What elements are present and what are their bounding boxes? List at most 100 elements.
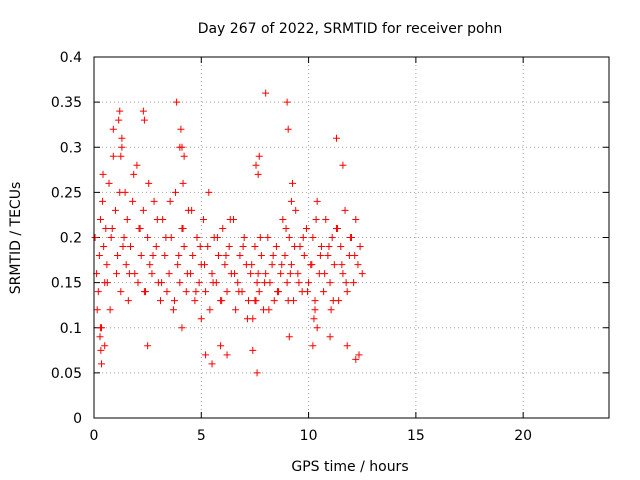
- data-point: [97, 346, 105, 354]
- data-point: [350, 279, 358, 287]
- data-point: [94, 288, 102, 296]
- data-point: [118, 143, 126, 151]
- data-point: [245, 297, 252, 305]
- data-point: [176, 279, 184, 287]
- data-point: [179, 224, 187, 232]
- x-tick-label: 20: [514, 428, 532, 444]
- data-point: [122, 261, 130, 269]
- y-tick-label: 0.25: [51, 185, 82, 201]
- data-point: [254, 170, 262, 178]
- data-point: [204, 243, 212, 251]
- data-point: [304, 288, 312, 296]
- data-point: [226, 215, 234, 223]
- data-point: [99, 197, 107, 205]
- data-point: [101, 342, 109, 350]
- data-point: [145, 179, 153, 187]
- data-point: [202, 288, 210, 296]
- data-point: [208, 360, 216, 368]
- data-point: [91, 234, 99, 241]
- data-point: [286, 270, 294, 278]
- data-point: [272, 243, 280, 251]
- data-point: [208, 270, 216, 278]
- y-tick-label: 0.05: [51, 366, 82, 382]
- data-point: [157, 297, 165, 305]
- data-point: [312, 215, 320, 223]
- x-tick-label: 10: [300, 428, 318, 444]
- data-point: [180, 152, 188, 160]
- data-point: [222, 252, 230, 260]
- data-point: [281, 252, 289, 260]
- data-point: [139, 206, 147, 214]
- data-point: [326, 279, 334, 287]
- data-point: [114, 252, 122, 260]
- data-point: [355, 351, 363, 359]
- data-point: [328, 234, 336, 241]
- data-point: [337, 243, 345, 251]
- data-point: [102, 224, 110, 232]
- data-point: [253, 369, 261, 377]
- data-point: [285, 234, 293, 241]
- data-point: [295, 279, 303, 287]
- data-point: [170, 297, 178, 305]
- data-point: [116, 107, 124, 115]
- data-point: [153, 215, 161, 223]
- data-point: [125, 270, 133, 278]
- data-point: [273, 288, 281, 296]
- data-point: [165, 270, 173, 278]
- data-point: [309, 342, 317, 350]
- data-point: [146, 261, 154, 269]
- data-point: [270, 297, 278, 305]
- data-point: [342, 279, 350, 287]
- data-point: [311, 306, 319, 314]
- data-point: [313, 324, 321, 332]
- data-point: [218, 297, 226, 305]
- data-point: [130, 170, 138, 178]
- data-point: [144, 342, 152, 350]
- data-point: [189, 252, 197, 260]
- data-point: [243, 315, 251, 323]
- data-point: [253, 279, 261, 287]
- data-point: [302, 224, 310, 232]
- data-point: [352, 355, 360, 363]
- data-point: [96, 324, 104, 332]
- data-point: [343, 288, 351, 296]
- data-point: [278, 261, 286, 269]
- data-point: [180, 243, 188, 251]
- data-point: [213, 234, 221, 241]
- data-point: [109, 152, 117, 160]
- data-point: [175, 252, 183, 260]
- data-point: [192, 288, 200, 296]
- data-point: [231, 270, 239, 278]
- data-point: [309, 234, 317, 241]
- data-point: [107, 234, 115, 241]
- data-point: [178, 143, 186, 151]
- data-point: [255, 288, 263, 296]
- data-point: [178, 324, 186, 332]
- data-point: [256, 234, 264, 241]
- data-point: [113, 270, 121, 278]
- plot-frame: [93, 56, 610, 419]
- data-point: [320, 288, 328, 296]
- data-point: [321, 270, 329, 278]
- data-point: [205, 188, 213, 196]
- data-point: [305, 279, 313, 287]
- data-point: [100, 243, 108, 251]
- data-point: [313, 197, 321, 205]
- data-point: [339, 270, 347, 278]
- data-point: [277, 270, 285, 278]
- data-point: [109, 125, 117, 133]
- data-point: [288, 179, 296, 187]
- data-point: [140, 288, 148, 296]
- data-point: [191, 297, 199, 305]
- data-point: [240, 234, 248, 241]
- data-point: [195, 279, 203, 287]
- data-point: [183, 270, 191, 278]
- data-point: [166, 197, 174, 205]
- data-point: [343, 342, 351, 350]
- data-point: [310, 315, 318, 323]
- data-point: [144, 234, 152, 241]
- data-point: [149, 252, 157, 260]
- data-point: [327, 306, 335, 314]
- data-point: [292, 206, 300, 214]
- data-point: [95, 252, 103, 260]
